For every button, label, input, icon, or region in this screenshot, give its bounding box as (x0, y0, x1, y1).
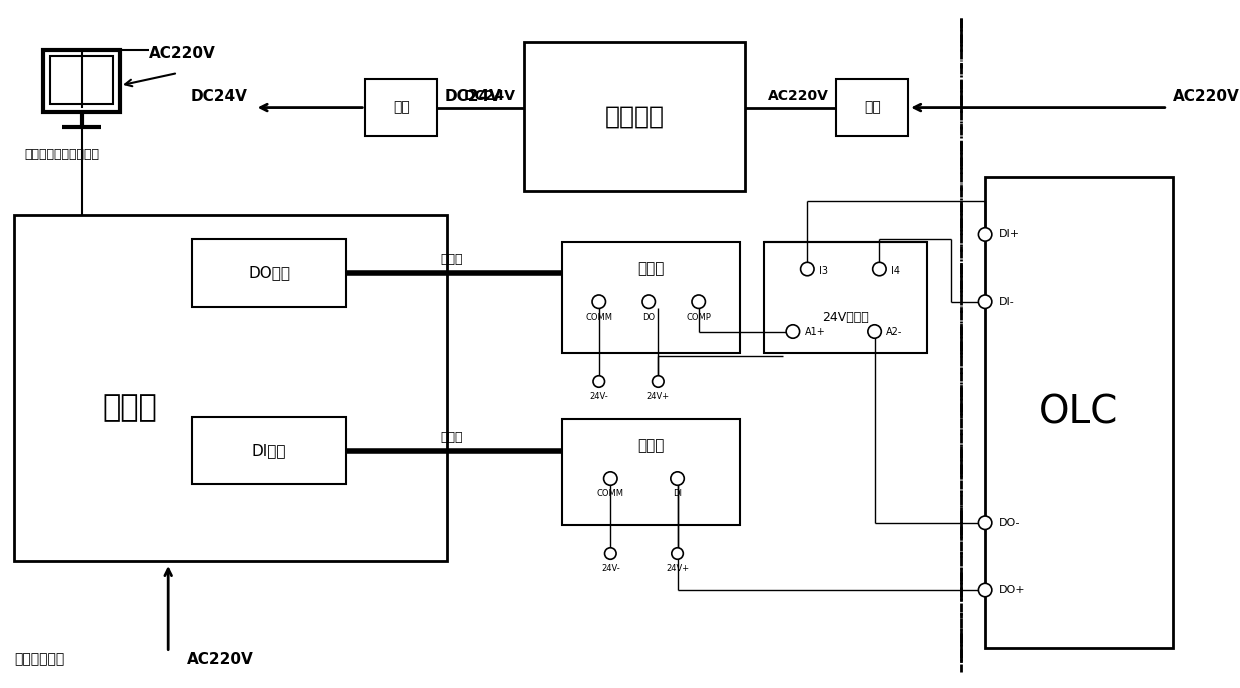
Text: I4: I4 (890, 266, 900, 276)
Circle shape (672, 548, 683, 559)
Text: AC220V: AC220V (1173, 89, 1239, 103)
Text: 24V继电器: 24V继电器 (822, 310, 869, 323)
Text: 24V-: 24V- (601, 564, 620, 573)
Text: 开关电源: 开关电源 (604, 105, 665, 129)
Circle shape (605, 548, 616, 559)
Text: 24V+: 24V+ (666, 564, 689, 573)
Text: 24V+: 24V+ (647, 392, 670, 401)
Text: DO: DO (642, 312, 655, 321)
Bar (50, 56, 113, 104)
Bar (836, 78, 908, 136)
Text: 端子排: 端子排 (637, 261, 665, 277)
Text: COMM: COMM (596, 489, 624, 498)
Circle shape (591, 295, 605, 308)
Text: DC24V: DC24V (191, 89, 248, 103)
Text: 工控机: 工控机 (103, 393, 157, 422)
Circle shape (801, 262, 813, 276)
Bar (562, 242, 740, 353)
Text: 空开: 空开 (393, 100, 409, 115)
Text: A2-: A2- (887, 327, 903, 336)
Text: COMP: COMP (686, 312, 712, 321)
Bar (15, 215, 446, 561)
Circle shape (652, 376, 665, 387)
Circle shape (692, 295, 706, 308)
Text: DI板卡: DI板卡 (252, 443, 286, 458)
Text: DC24V: DC24V (464, 89, 516, 103)
Circle shape (978, 295, 992, 308)
Text: COMM: COMM (585, 312, 613, 321)
Text: A1+: A1+ (805, 327, 825, 336)
Text: DI: DI (673, 489, 682, 498)
Bar (43, 50, 120, 112)
Circle shape (671, 472, 684, 485)
Text: 24V-: 24V- (589, 392, 608, 401)
Circle shape (593, 376, 605, 387)
Text: AC220V: AC220V (768, 89, 828, 103)
Text: AC220V: AC220V (187, 652, 254, 667)
Circle shape (604, 472, 618, 485)
Text: OLC: OLC (1039, 394, 1118, 431)
Bar (366, 78, 438, 136)
Bar (523, 42, 745, 191)
Bar (764, 242, 928, 353)
Circle shape (978, 583, 992, 596)
Text: DC24V: DC24V (445, 89, 502, 103)
Text: 转接线: 转接线 (440, 431, 463, 444)
Circle shape (642, 295, 656, 308)
Text: 仿真系统机柜: 仿真系统机柜 (15, 652, 64, 666)
Text: DO-: DO- (998, 518, 1021, 528)
Text: AC220V: AC220V (149, 46, 216, 61)
Text: 显示器、键盘、鼠标等: 显示器、键盘、鼠标等 (24, 148, 99, 161)
Bar (192, 417, 346, 484)
Text: DI-: DI- (998, 297, 1014, 307)
Circle shape (978, 516, 992, 530)
Text: DO+: DO+ (998, 585, 1025, 595)
Circle shape (978, 228, 992, 241)
Text: 端子排: 端子排 (637, 438, 665, 453)
Text: 空开: 空开 (864, 100, 880, 115)
Circle shape (868, 325, 882, 338)
Bar (192, 239, 346, 307)
Text: I3: I3 (818, 266, 828, 276)
Text: DO板卡: DO板卡 (248, 266, 290, 281)
Bar (562, 419, 740, 525)
Text: DI+: DI+ (998, 229, 1019, 239)
Circle shape (786, 325, 800, 338)
Text: 转接线: 转接线 (440, 253, 463, 266)
Bar (985, 177, 1173, 647)
Circle shape (873, 262, 887, 276)
